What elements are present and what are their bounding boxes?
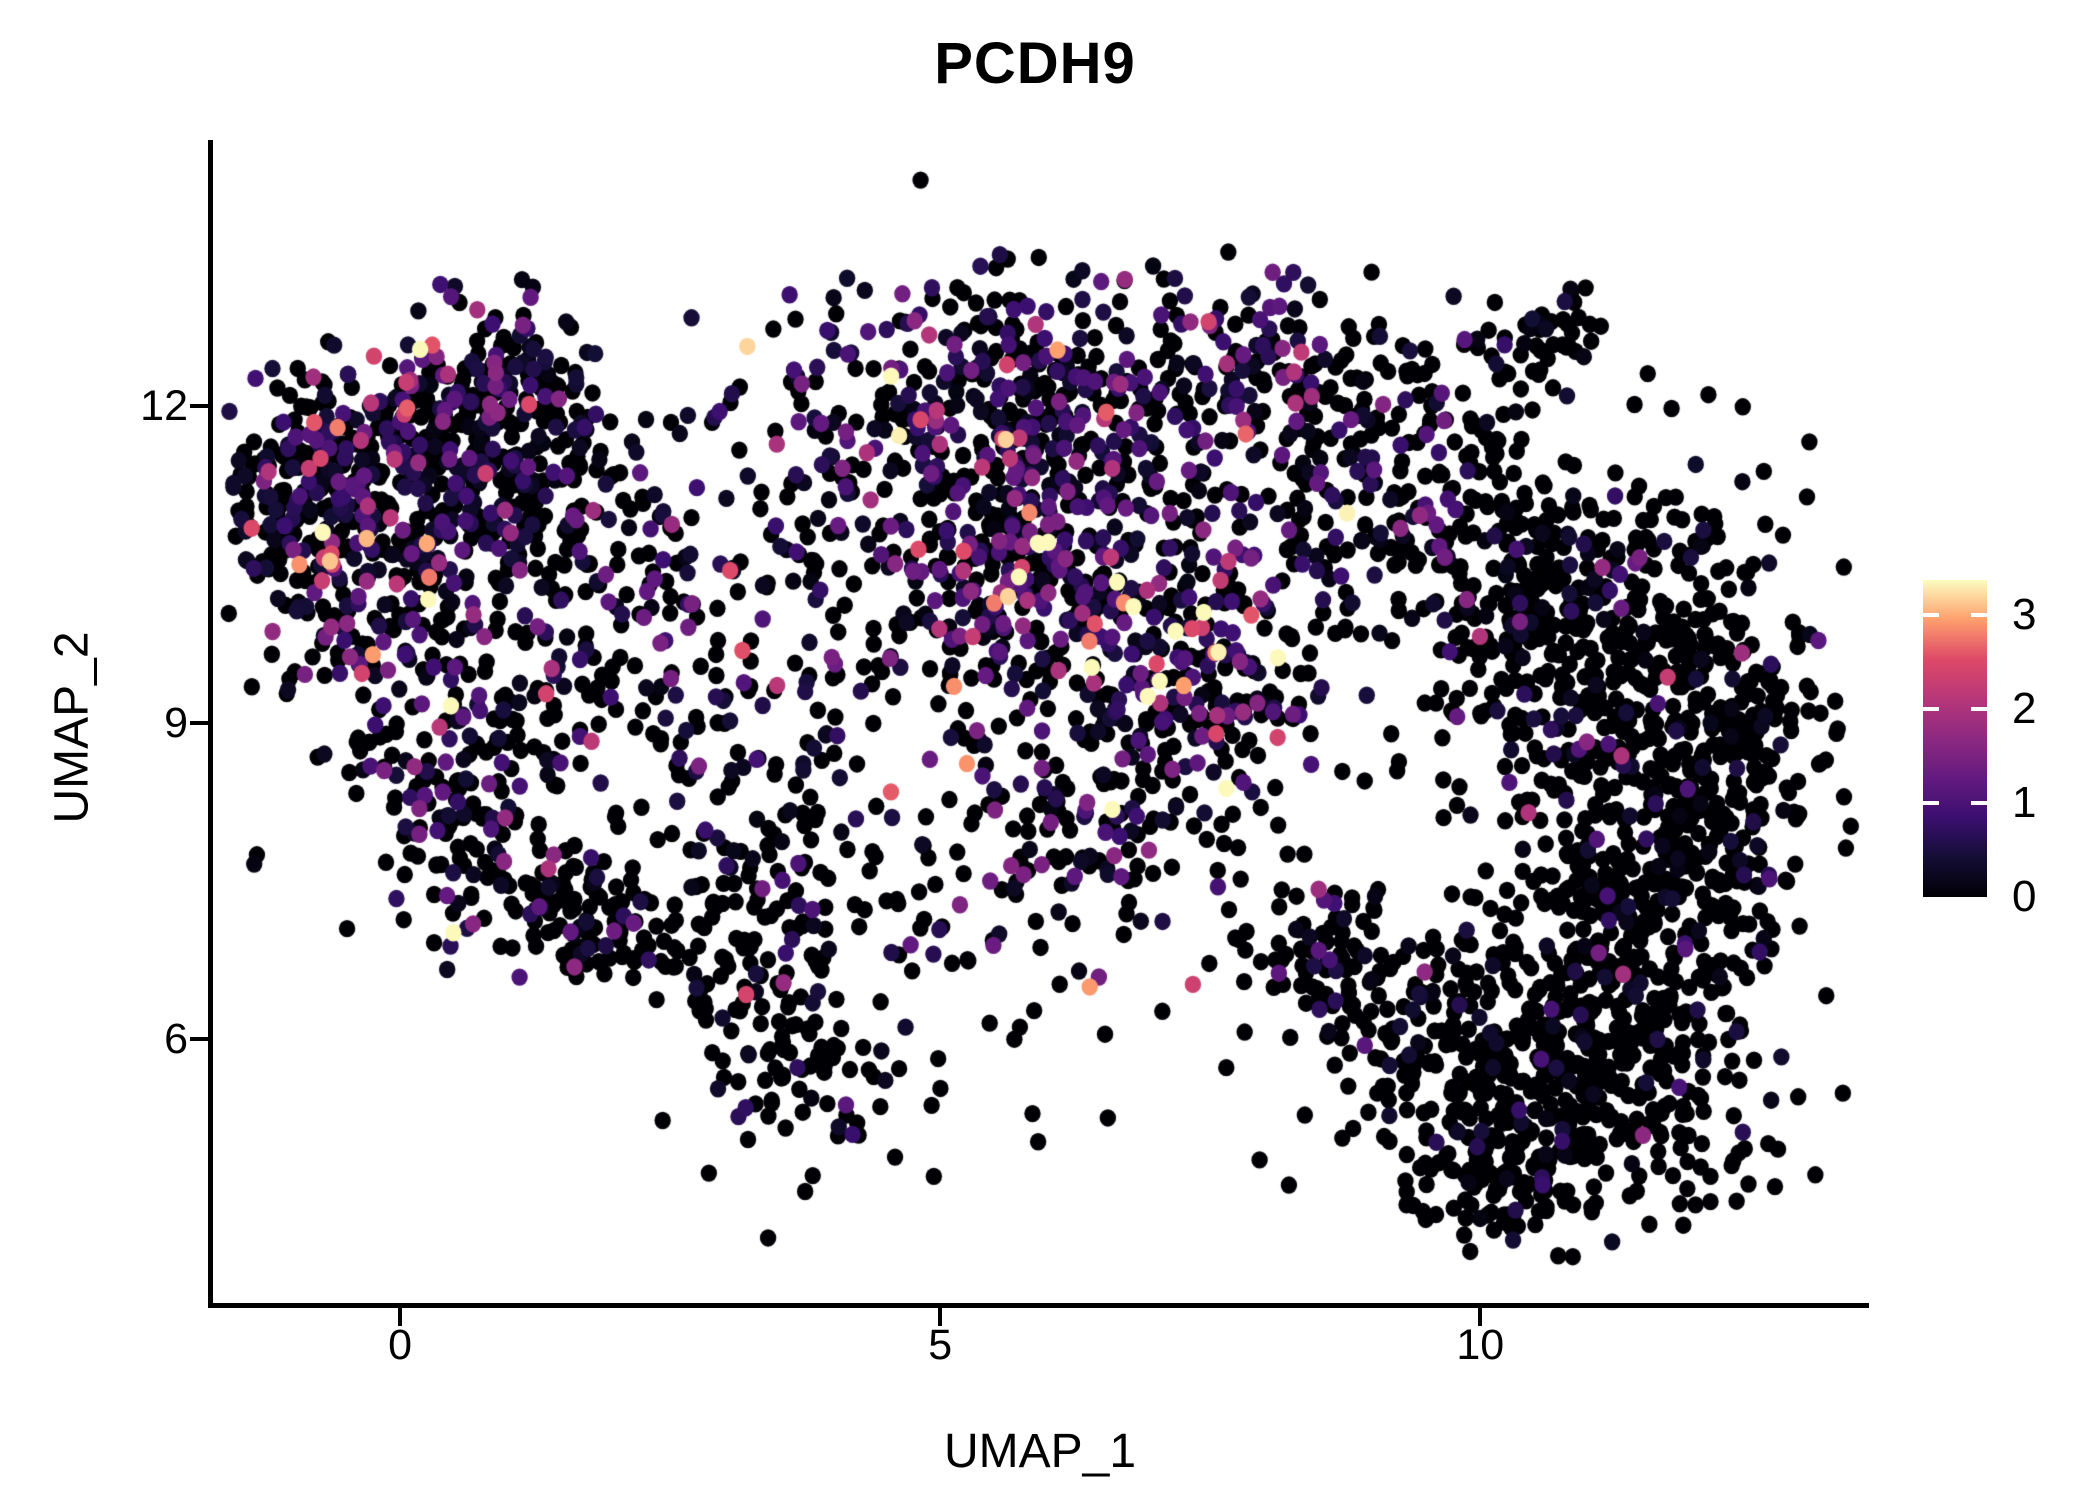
x-axis-spine	[208, 1303, 1869, 1308]
colorbar-tick-dash	[1971, 612, 1987, 617]
y-tick-mark	[190, 404, 208, 409]
colorbar-tick-dash	[1923, 800, 1939, 805]
y-tick-mark	[190, 1036, 208, 1041]
colorbar-gradient	[1923, 580, 1987, 897]
x-axis-title: UMAP_1	[943, 1425, 1137, 1478]
colorbar-tick-label: 3	[2012, 589, 2037, 639]
colorbar-tick-dash	[1923, 612, 1939, 617]
x-tick-label: 5	[928, 1321, 953, 1369]
colorbar-tick-dash	[1923, 706, 1939, 711]
y-tick-label: 6	[164, 1014, 188, 1063]
y-tick-label: 12	[140, 382, 188, 431]
colorbar-tick-dash	[1971, 800, 1987, 805]
x-tick-label: 0	[388, 1321, 413, 1369]
x-tick-label: 10	[1456, 1321, 1505, 1369]
x-tick-mark	[1478, 1308, 1483, 1326]
x-tick-mark	[398, 1308, 403, 1326]
y-tick-label: 9	[164, 698, 188, 747]
colorbar-tick-label: 2	[2012, 683, 2037, 733]
colorbar-tick-label: 1	[2012, 777, 2037, 827]
colorbar-tick-dash	[1971, 706, 1987, 711]
y-axis-spine	[208, 140, 213, 1308]
x-tick-mark	[938, 1308, 943, 1326]
colorbar-tick-label: 0	[2012, 872, 2037, 921]
y-tick-mark	[190, 720, 208, 725]
